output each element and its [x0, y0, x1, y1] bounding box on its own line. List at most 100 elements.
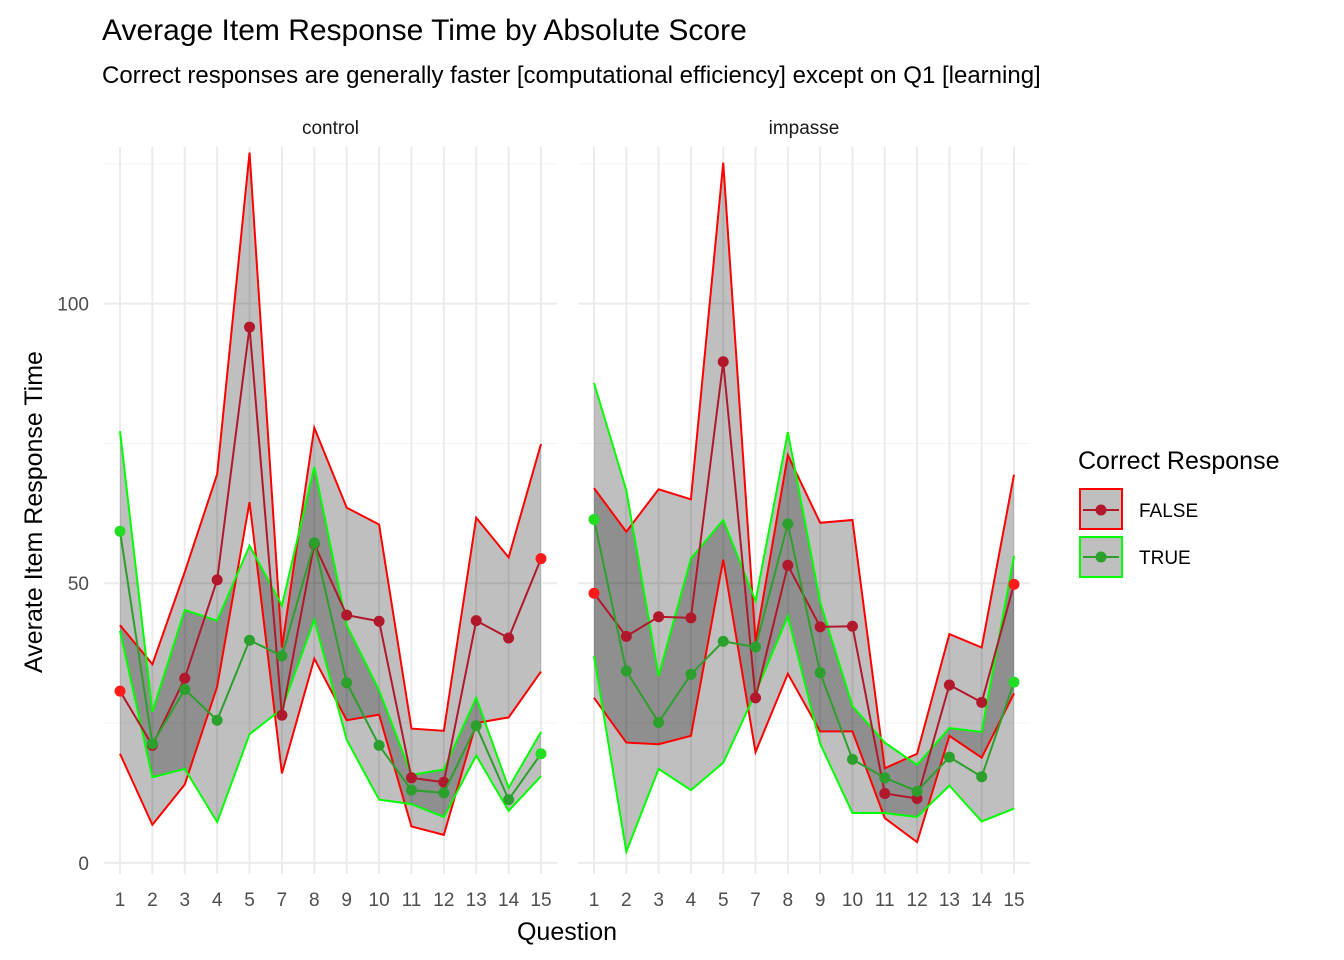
x-tick-label: 15	[1003, 890, 1024, 911]
ribbons	[593, 162, 1015, 856]
gridlines	[104, 147, 557, 874]
data-point-true	[685, 668, 697, 680]
y-tick-label: 100	[57, 295, 89, 316]
x-tick-label: 10	[842, 890, 863, 911]
panel-strip-label: control	[302, 118, 359, 139]
data-point-true	[750, 641, 762, 653]
data-point-false	[503, 632, 515, 644]
ribbon-lower-true	[593, 613, 1015, 856]
data-point-false	[620, 630, 632, 642]
data-point-false	[276, 709, 288, 721]
data-point-false	[685, 612, 697, 624]
x-tick-label: 8	[309, 890, 320, 911]
data-point-true	[879, 772, 891, 784]
x-tick-label: 12	[907, 890, 928, 911]
ribbon-upper-false	[119, 152, 542, 732]
data-point-false	[179, 672, 191, 684]
data-point-false	[470, 615, 482, 627]
data-point-true	[620, 665, 632, 677]
data-point-true	[244, 634, 256, 646]
legend-key-point-false	[1095, 504, 1107, 516]
data-point-true	[782, 518, 794, 530]
data-point-false	[114, 685, 126, 697]
x-tick-label: 2	[147, 890, 158, 911]
ribbon-lower-false	[593, 559, 1015, 844]
gridlines	[578, 147, 1030, 874]
y-tick-labels: 0 50 100	[57, 295, 89, 875]
legend-label-true: TRUE	[1139, 548, 1191, 569]
legend-title: Correct Response	[1078, 447, 1279, 475]
chart-title: Average Item Response Time by Absolute S…	[102, 14, 747, 47]
panel-control: control 1 2 3 4 5 7 8 9 10 11 12 13 14 15	[104, 118, 557, 911]
x-tick-label: 9	[815, 890, 826, 911]
ribbon-false	[594, 162, 1014, 843]
data-point-false	[879, 787, 891, 799]
x-tick-label: 2	[621, 890, 632, 911]
ribbon-true	[594, 382, 1014, 852]
data-point-true	[535, 748, 547, 760]
data-point-false	[653, 611, 665, 623]
data-point-true	[308, 537, 320, 549]
series-line-false	[119, 326, 542, 784]
x-tick-label: 14	[498, 890, 520, 911]
data-point-true	[503, 794, 515, 806]
x-tick-label: 11	[875, 890, 895, 911]
data-point-false	[341, 609, 353, 621]
x-tick-label: 13	[939, 890, 960, 911]
series-true	[114, 525, 547, 806]
data-point-false	[943, 679, 955, 691]
legend-label-false: FALSE	[1139, 501, 1198, 522]
x-tick-label: 4	[212, 890, 223, 911]
data-point-false	[588, 587, 600, 599]
series-line-true	[119, 531, 542, 802]
legend-item-true: TRUE	[1079, 536, 1191, 578]
data-point-true	[470, 720, 482, 732]
ribbon-lower-true	[119, 616, 542, 825]
y-axis-title: Averate Item Response Time	[20, 351, 48, 673]
data-point-false	[373, 615, 385, 627]
data-point-true	[438, 787, 450, 799]
ribbon-lower-false	[119, 501, 542, 837]
x-tick-label: 13	[466, 890, 487, 911]
ribbons	[119, 152, 542, 837]
x-tick-label: 3	[179, 890, 190, 911]
x-tick-label: 11	[402, 890, 422, 911]
x-tick-label: 7	[750, 890, 761, 911]
x-tick-labels: 1 2 3 4 5 7 8 9 10 11 12 13 14 15	[589, 890, 1025, 911]
data-point-true	[179, 683, 191, 695]
ribbon-true	[120, 431, 541, 822]
data-point-true	[114, 525, 126, 537]
data-point-true	[405, 784, 417, 796]
data-point-true	[943, 751, 955, 763]
x-tick-label: 5	[244, 890, 255, 911]
data-point-false	[846, 620, 858, 632]
data-point-true	[911, 785, 923, 797]
ribbon-upper-true	[593, 382, 1015, 767]
data-point-false	[782, 559, 794, 571]
data-point-true	[588, 513, 600, 525]
data-point-true	[211, 714, 223, 726]
data-point-false	[717, 356, 729, 368]
x-axis-title: Question	[517, 918, 617, 946]
data-point-true	[814, 667, 826, 679]
series-line-true	[593, 519, 1015, 793]
data-point-true	[1008, 676, 1020, 688]
data-point-true	[717, 635, 729, 647]
ribbon-upper-false	[593, 162, 1015, 770]
chart-subtitle: Correct responses are generally faster […	[102, 62, 1041, 89]
data-point-false	[211, 574, 223, 586]
x-tick-label: 4	[686, 890, 697, 911]
y-tick-label: 50	[68, 574, 89, 595]
series-true	[588, 513, 1020, 797]
data-point-true	[373, 739, 385, 751]
data-point-false	[750, 692, 762, 704]
panel-impasse: impasse 1 2 3 4 5 7 8 9 10 11 12 13 14 15	[578, 118, 1030, 911]
data-point-true	[341, 677, 353, 689]
panel-strip-label: impasse	[769, 118, 840, 139]
legend: Correct Response FALSE TRUE	[1078, 447, 1279, 578]
ribbon-upper-true	[119, 430, 542, 791]
x-tick-label: 1	[589, 890, 600, 911]
x-tick-label: 9	[341, 890, 352, 911]
data-point-false	[535, 553, 547, 565]
